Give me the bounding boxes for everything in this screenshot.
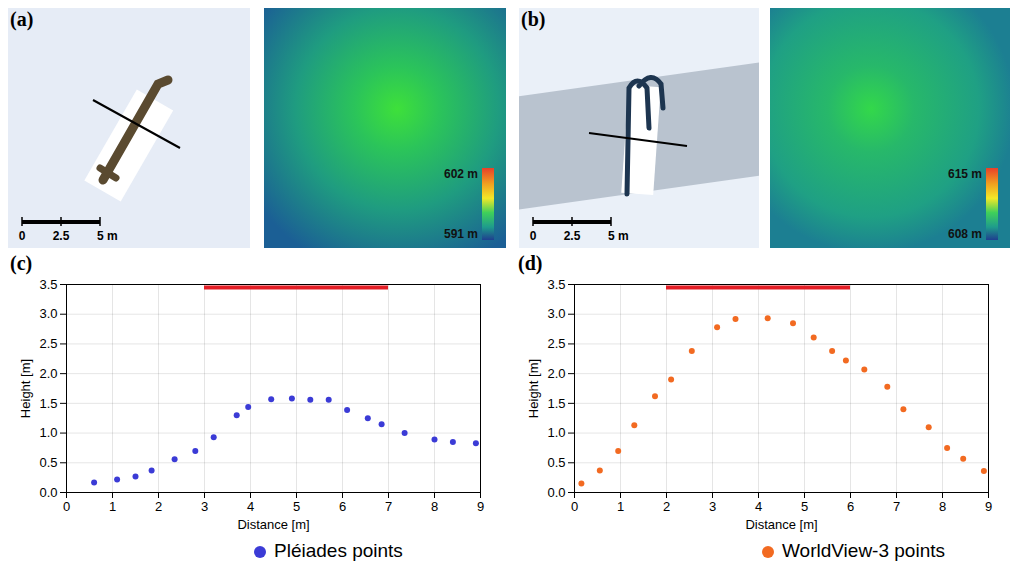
svg-text:9: 9 [477, 499, 484, 514]
svg-text:2.5: 2.5 [547, 336, 565, 351]
svg-text:8: 8 [431, 499, 438, 514]
svg-text:0.5: 0.5 [547, 455, 565, 470]
svg-text:6: 6 [847, 499, 854, 514]
svg-text:0.0: 0.0 [547, 485, 565, 500]
svg-text:0: 0 [571, 499, 578, 514]
svg-text:4: 4 [755, 499, 762, 514]
svg-text:1: 1 [109, 499, 116, 514]
svg-text:Distance [m]: Distance [m] [237, 517, 309, 532]
svg-text:5: 5 [801, 499, 808, 514]
html-text:(d): (d) [518, 252, 543, 274]
svg-text:1.0: 1.0 [547, 425, 565, 440]
svg-text:1.0: 1.0 [39, 425, 57, 440]
svg-text:8: 8 [939, 499, 946, 514]
svg-text:7: 7 [893, 499, 900, 514]
html-text:Pléiades points: Pléiades points [274, 540, 403, 561]
svg-text:6: 6 [339, 499, 346, 514]
svg-text:0: 0 [19, 229, 26, 243]
svg-text:615 m: 615 m [948, 167, 982, 181]
svg-text:Height [m]: Height [m] [526, 359, 541, 418]
svg-text:Distance [m]: Distance [m] [745, 517, 817, 532]
svg-text:4: 4 [247, 499, 254, 514]
svg-text:1: 1 [617, 499, 624, 514]
svg-text:2.5: 2.5 [564, 229, 581, 243]
svg-text:5 m: 5 m [97, 229, 118, 243]
svg-text:2.0: 2.0 [39, 366, 57, 381]
html-text:(c): (c) [10, 252, 33, 274]
svg-text:3.5: 3.5 [39, 277, 57, 292]
svg-text:5: 5 [293, 499, 300, 514]
svg-text:3: 3 [709, 499, 716, 514]
svg-text:602 m: 602 m [444, 167, 478, 181]
svg-text:2: 2 [155, 499, 162, 514]
svg-text:2: 2 [663, 499, 670, 514]
svg-text:0: 0 [63, 499, 70, 514]
svg-text:0.0: 0.0 [39, 485, 57, 500]
svg-text:591 m: 591 m [444, 227, 478, 241]
svg-text:(b): (b) [521, 8, 545, 31]
svg-text:7: 7 [385, 499, 392, 514]
svg-text:5 m: 5 m [608, 229, 629, 243]
svg-text:1.5: 1.5 [547, 396, 565, 411]
svg-text:9: 9 [985, 499, 992, 514]
html-text:WorldView-3 points: WorldView-3 points [782, 540, 945, 561]
svg-text:(a): (a) [10, 8, 33, 31]
svg-text:3.5: 3.5 [547, 277, 565, 292]
svg-text:3: 3 [201, 499, 208, 514]
svg-text:2.0: 2.0 [547, 366, 565, 381]
svg-text:608 m: 608 m [948, 227, 982, 241]
svg-text:2.5: 2.5 [53, 229, 70, 243]
svg-text:0: 0 [530, 229, 537, 243]
svg-text:2.5: 2.5 [39, 336, 57, 351]
svg-text:3.0: 3.0 [547, 306, 565, 321]
svg-text:3.0: 3.0 [39, 306, 57, 321]
svg-text:0.5: 0.5 [39, 455, 57, 470]
svg-text:Height [m]: Height [m] [18, 359, 33, 418]
svg-text:1.5: 1.5 [39, 396, 57, 411]
